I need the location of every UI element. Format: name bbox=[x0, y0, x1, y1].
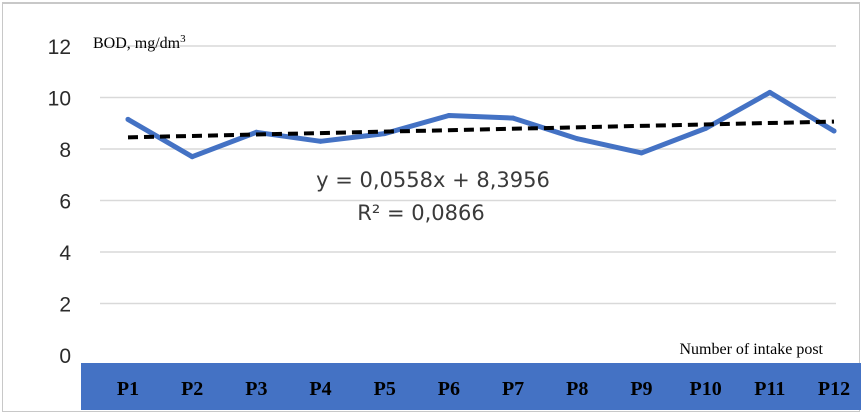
x-tick-label: P10 bbox=[690, 378, 722, 400]
data-point bbox=[510, 115, 516, 121]
x-tick-label: P5 bbox=[374, 378, 396, 400]
y-tick-label: 4 bbox=[59, 242, 71, 265]
gridlines bbox=[100, 45, 836, 305]
trendline bbox=[127, 119, 835, 140]
data-point bbox=[446, 113, 452, 119]
x-tick-label: P11 bbox=[754, 378, 785, 400]
x-tick-label: P4 bbox=[309, 378, 331, 400]
data-point bbox=[638, 150, 644, 156]
data-point bbox=[831, 128, 837, 134]
x-tick-label: P8 bbox=[566, 378, 588, 400]
y-tick-labels: 0 2 4 6 8 10 12 bbox=[48, 36, 72, 368]
data-point bbox=[125, 116, 131, 122]
trendline-r-squared: R² = 0,0866 bbox=[357, 201, 484, 225]
y-axis-label: BOD, mg/dm3 bbox=[93, 33, 186, 52]
data-points bbox=[125, 89, 837, 160]
x-tick-label: P7 bbox=[502, 378, 524, 400]
data-point bbox=[703, 125, 709, 131]
x-tick-label: P9 bbox=[630, 378, 652, 400]
x-tick-label: P3 bbox=[245, 378, 267, 400]
y-tick-label: 12 bbox=[48, 36, 71, 59]
y-tick-label: 6 bbox=[59, 191, 71, 214]
data-point bbox=[189, 154, 195, 160]
bod-line-chart: 0 2 4 6 8 10 12 BOD, mg/dm3 P1 P2 P3 P4 P5 P6 P7 P8 P9… bbox=[48, 33, 861, 410]
x-tick-label: P6 bbox=[438, 378, 460, 400]
x-tick-label: P12 bbox=[818, 378, 850, 400]
y-tick-label: 10 bbox=[48, 88, 71, 111]
y-tick-label: 0 bbox=[59, 345, 71, 368]
data-point bbox=[574, 136, 580, 142]
x-axis-label: Number of intake post bbox=[679, 341, 823, 358]
x-axis-band bbox=[81, 363, 861, 410]
x-tick-label: P2 bbox=[181, 378, 203, 400]
data-point bbox=[318, 138, 324, 144]
x-tick-label: P1 bbox=[117, 378, 139, 400]
data-point bbox=[767, 89, 773, 95]
trendline-equation: y = 0,0558x + 8,3956 bbox=[316, 168, 550, 192]
y-tick-label: 8 bbox=[59, 139, 71, 162]
y-tick-label: 2 bbox=[59, 294, 71, 317]
x-tick-labels: P1 P2 P3 P4 P5 P6 P7 P8 P9 P10 P11 P12 bbox=[117, 378, 850, 400]
